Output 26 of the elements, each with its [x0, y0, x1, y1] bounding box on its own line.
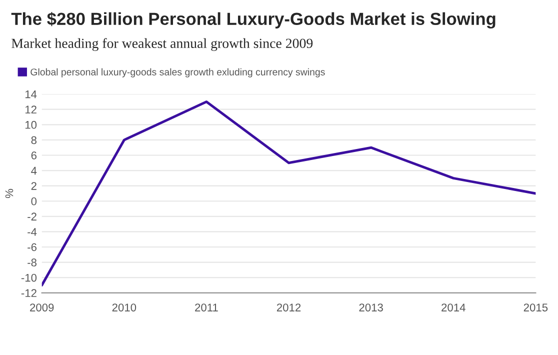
- y-tick-label: -2: [28, 212, 36, 220]
- y-tick-label: 4: [31, 166, 37, 175]
- x-tick-label: 2009: [30, 304, 54, 312]
- x-tick-label: 2010: [112, 304, 136, 312]
- x-tick-label: 2012: [276, 304, 301, 312]
- x-tick-label: 2011: [195, 304, 218, 312]
- y-tick-label: 10: [25, 120, 37, 129]
- x-tick-label: 2015: [524, 304, 548, 312]
- legend-label: Global personal luxury-goods sales growth exluding currency swings: [30, 68, 325, 78]
- y-tick-label: 14: [25, 90, 37, 98]
- y-tick-label: 6: [31, 152, 36, 160]
- y-tick-label: -10: [21, 274, 37, 282]
- y-axis-title: %: [5, 188, 14, 198]
- y-tick-label: -8: [28, 258, 37, 266]
- line-series: [42, 100, 536, 286]
- x-tick-label: 2014: [442, 304, 466, 312]
- y-tick-label: 0: [31, 197, 37, 206]
- y-tick-label: -4: [28, 228, 37, 236]
- x-tick-label: 2013: [359, 304, 383, 312]
- y-tick-label: 2: [31, 182, 36, 190]
- chart-subtitle: Market heading for weakest annual growth since 2009: [12, 38, 313, 51]
- y-tick-label: 12: [25, 106, 36, 114]
- y-tick-label: -6: [28, 243, 36, 252]
- chart-title: The $280 Billion Personal Luxury-Goods Market is Slowing: [11, 12, 496, 29]
- y-tick-label: -12: [21, 289, 36, 297]
- y-tick-label: 8: [31, 136, 37, 144]
